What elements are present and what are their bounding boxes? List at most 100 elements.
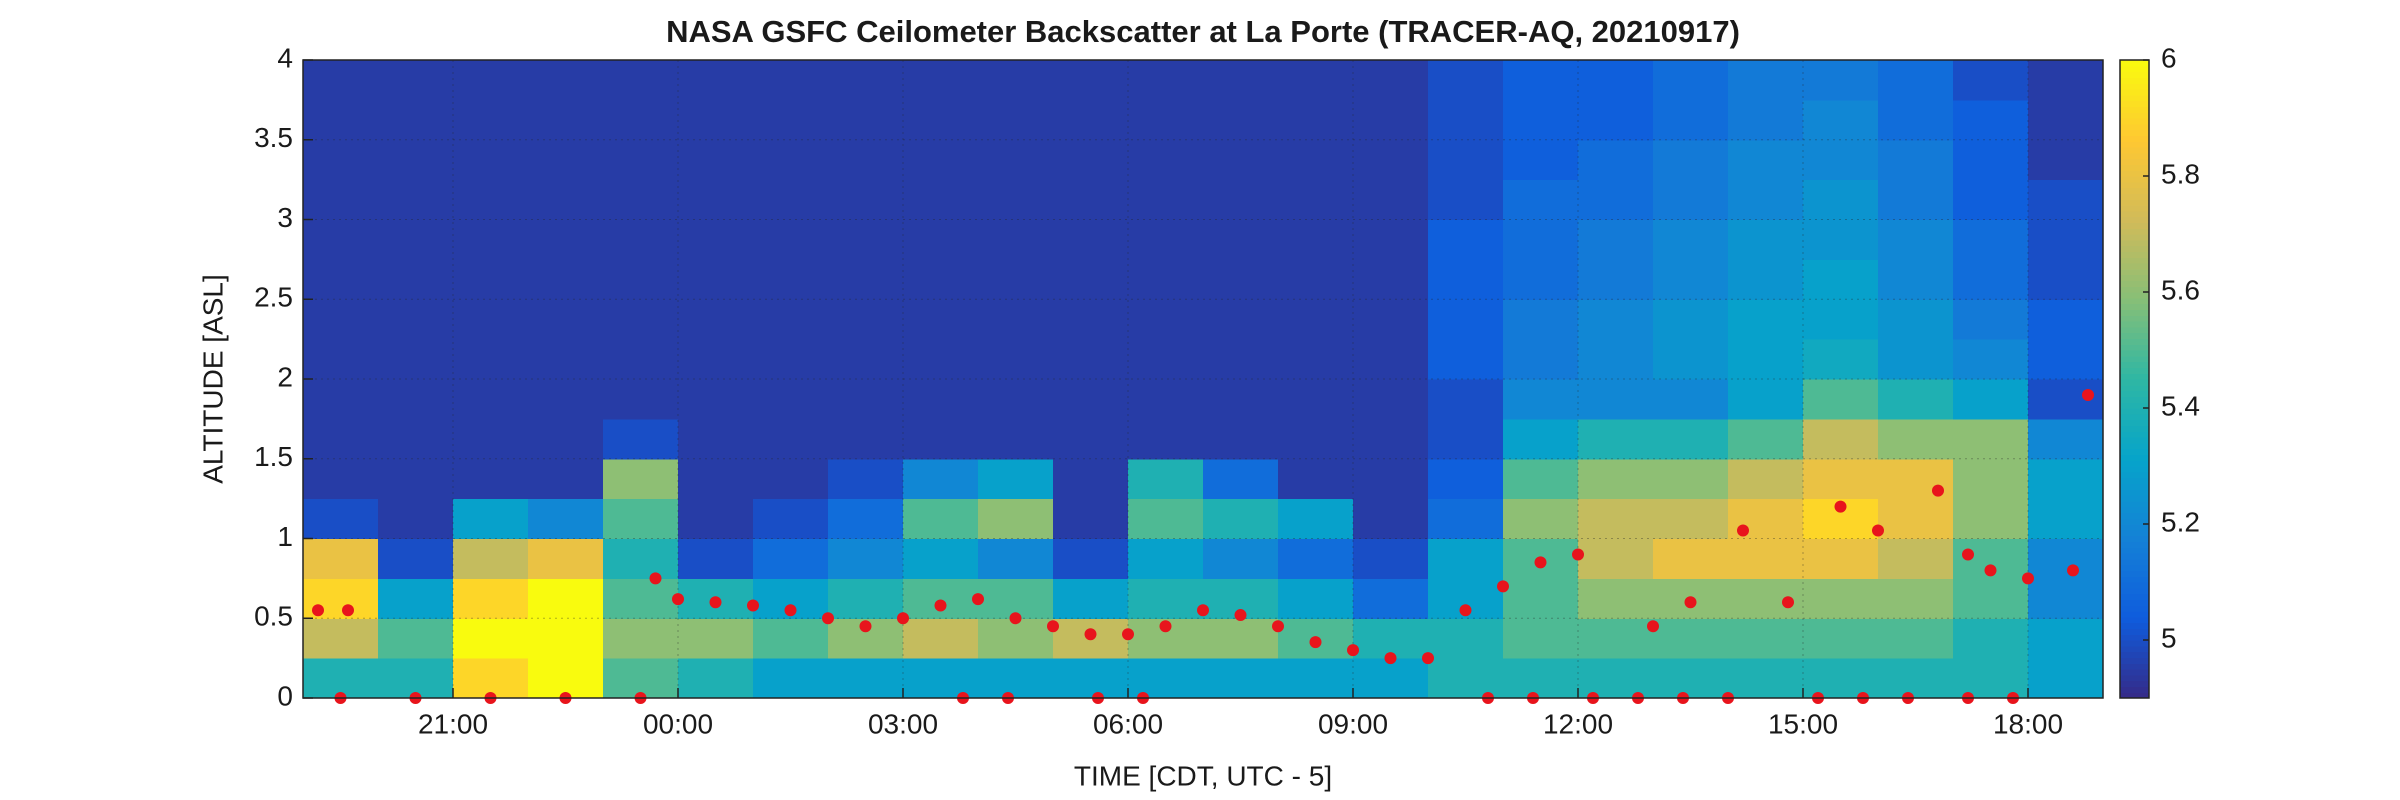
heatmap-cell bbox=[303, 379, 379, 420]
heatmap-cell bbox=[1278, 538, 1354, 579]
y-axis-label: ALTITUDE [ASL] bbox=[197, 274, 228, 484]
heatmap-cell bbox=[2028, 179, 2104, 221]
colorbar-segment bbox=[2120, 77, 2149, 84]
heatmap-cell bbox=[1653, 538, 1729, 579]
heatmap-cell bbox=[2028, 299, 2104, 340]
colorbar-segment bbox=[2120, 448, 2149, 455]
heatmap-cell bbox=[903, 418, 979, 460]
heatmap-cell bbox=[453, 379, 529, 420]
layer-point bbox=[1572, 548, 1584, 561]
heatmap-cell bbox=[603, 259, 679, 300]
heatmap-cell bbox=[903, 99, 979, 141]
heatmap-cell bbox=[1278, 179, 1354, 221]
heatmap-cell bbox=[1278, 139, 1354, 181]
heatmap-cell bbox=[1578, 658, 1654, 699]
heatmap-cell bbox=[378, 379, 454, 420]
heatmap-cell bbox=[1278, 379, 1354, 420]
heatmap-cell bbox=[603, 339, 679, 380]
colorbar-segment bbox=[2120, 390, 2149, 397]
heatmap-cell bbox=[1128, 578, 1204, 619]
colorbar-segment bbox=[2120, 553, 2149, 560]
heatmap-cell bbox=[753, 618, 829, 659]
colorbar-segment bbox=[2120, 564, 2149, 571]
layer-point bbox=[1047, 620, 1059, 633]
colorbar-tick-label: 5.6 bbox=[2161, 274, 2200, 305]
heatmap-cell bbox=[678, 498, 754, 540]
heatmap-cell bbox=[828, 538, 904, 579]
colorbar-segment bbox=[2120, 379, 2149, 386]
colorbar-segment bbox=[2120, 239, 2149, 247]
colorbar-segment bbox=[2120, 274, 2149, 281]
heatmap-cell bbox=[978, 339, 1054, 380]
heatmap-cell bbox=[1053, 379, 1129, 420]
heatmap-cell bbox=[1653, 259, 1729, 300]
y-tick-label: 3 bbox=[277, 202, 293, 233]
heatmap-cell bbox=[1728, 299, 1804, 340]
colorbar-tick-label: 5.2 bbox=[2161, 506, 2200, 537]
colorbar-segment bbox=[2120, 674, 2149, 682]
heatmap-cell bbox=[1428, 618, 1504, 659]
heatmap-cell bbox=[453, 578, 529, 619]
heatmap-cell bbox=[1278, 578, 1354, 619]
heatmap-cell bbox=[828, 379, 904, 420]
heatmap-cell bbox=[378, 498, 454, 540]
overlay: 21:00 00:00 03:00 06:00 09:00 12:00 15:00 18:00… bbox=[254, 42, 2200, 739]
colorbar-segment bbox=[2120, 471, 2149, 479]
colorbar-segment bbox=[2120, 338, 2149, 345]
layer-point bbox=[2022, 572, 2034, 585]
heatmap-cell bbox=[453, 259, 529, 300]
heatmap-cell bbox=[678, 418, 754, 460]
colorbar-segment bbox=[2120, 576, 2149, 583]
heatmap-cell bbox=[1353, 418, 1429, 460]
colorbar-segment bbox=[2120, 303, 2149, 310]
heatmap-cell bbox=[1203, 60, 1279, 101]
heatmap-cell bbox=[1128, 498, 1204, 540]
colorbar-segment bbox=[2120, 210, 2149, 218]
heatmap-cell bbox=[603, 219, 679, 260]
colorbar-segment bbox=[2120, 506, 2149, 513]
heatmap-cell bbox=[1953, 618, 2029, 659]
heatmap-cell bbox=[1503, 179, 1579, 221]
layer-point bbox=[1834, 500, 1847, 513]
heatmap-cell bbox=[603, 498, 679, 540]
y-tick-label: 2 bbox=[277, 361, 293, 392]
heatmap-cell bbox=[603, 538, 679, 579]
colorbar-segment bbox=[2120, 141, 2149, 148]
heatmap-cell bbox=[1503, 498, 1579, 540]
layer-point bbox=[747, 599, 759, 612]
x-tick-label: 09:00 bbox=[1318, 708, 1388, 739]
heatmap-cell bbox=[1128, 219, 1204, 260]
heatmap-cell bbox=[603, 99, 679, 141]
heatmap-cell bbox=[2028, 339, 2104, 380]
heatmap-cell bbox=[1203, 259, 1279, 300]
colorbar-segment bbox=[2120, 419, 2149, 426]
heatmap-cell bbox=[528, 299, 604, 340]
heatmap-cell bbox=[903, 219, 979, 260]
colorbar-segment bbox=[2120, 651, 2149, 658]
colorbar-segment bbox=[2120, 263, 2149, 270]
heatmap-cell bbox=[603, 658, 679, 699]
y-tick-label: 1 bbox=[277, 521, 293, 552]
heatmap-cell bbox=[1578, 458, 1654, 500]
heatmap-cell bbox=[1053, 339, 1129, 380]
heatmap-cell bbox=[678, 259, 754, 300]
heatmap-cell bbox=[678, 219, 754, 260]
heatmap-cell bbox=[1128, 60, 1204, 101]
colorbar-segment bbox=[2120, 599, 2149, 606]
x-tick-label: 21:00 bbox=[418, 708, 488, 739]
heatmap-cell bbox=[903, 139, 979, 181]
heatmap-cell bbox=[1953, 259, 2029, 300]
heatmap-cell bbox=[903, 379, 979, 420]
colorbar-segment bbox=[2120, 94, 2149, 102]
heatmap-cell bbox=[1803, 578, 1879, 619]
heatmap-cell bbox=[378, 418, 454, 460]
heatmap-cell bbox=[828, 99, 904, 141]
heatmap-cell bbox=[978, 139, 1054, 181]
heatmap-cell bbox=[303, 658, 379, 699]
heatmap-cell bbox=[1728, 538, 1804, 579]
heatmap-cell bbox=[303, 299, 379, 340]
colorbar-tick-label: 5.4 bbox=[2161, 390, 2200, 421]
colorbar-segment bbox=[2120, 466, 2149, 473]
heatmap-cell bbox=[303, 498, 379, 540]
heatmap-cell bbox=[1053, 538, 1129, 579]
